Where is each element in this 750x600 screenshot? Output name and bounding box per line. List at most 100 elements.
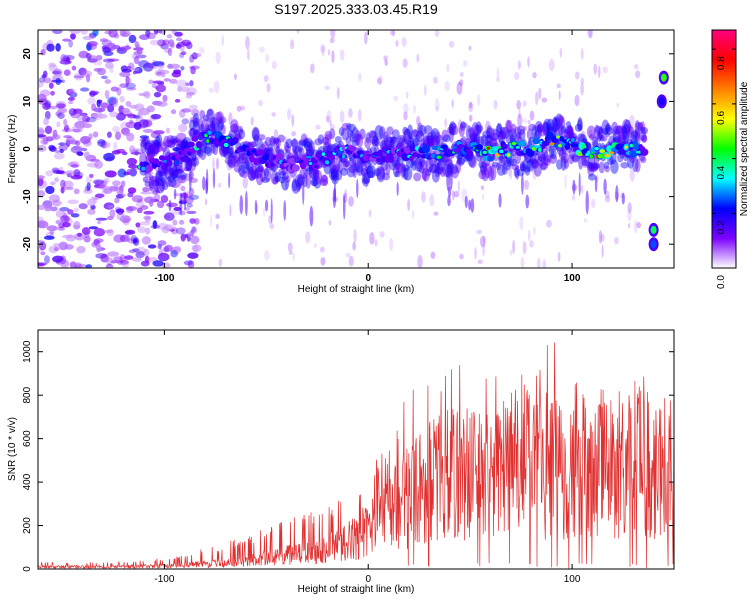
spectrogram-cell xyxy=(447,195,451,207)
spectrogram-cell xyxy=(368,130,377,139)
spectrogram-cell xyxy=(262,141,269,153)
spectrogram-cell xyxy=(431,135,440,150)
spectrogram-cell xyxy=(151,179,160,187)
spectrogram-cell xyxy=(125,206,138,211)
spectrogram-cell xyxy=(553,117,561,131)
spectrogram-cell xyxy=(143,215,152,220)
spectrogram-cell xyxy=(556,115,560,129)
snr-y-tick-label: 800 xyxy=(22,386,33,403)
spectrogram-cell xyxy=(107,204,114,209)
spectrogram-cell xyxy=(639,126,647,142)
spectrogram-cell xyxy=(57,226,66,231)
spectrogram-cell xyxy=(154,177,160,187)
spectrogram-cell xyxy=(43,204,53,212)
spectrogram-cell xyxy=(532,71,537,79)
snr-y-tick-label: 200 xyxy=(22,517,33,534)
spectrogram-cell xyxy=(187,141,195,148)
spectrogram-cell xyxy=(608,151,615,155)
spectrogram-cell xyxy=(228,146,234,162)
spectrogram-cell xyxy=(53,246,60,252)
spectrogram-cell xyxy=(319,178,328,187)
spectrogram-cell xyxy=(124,229,136,235)
spectrogram-cell xyxy=(70,213,80,218)
spectrogram-cell xyxy=(211,120,215,134)
spectrogram-cell xyxy=(468,199,472,211)
spectrogram-cell xyxy=(245,161,254,172)
spectrogram-cell xyxy=(630,131,639,139)
spectrogram-cell xyxy=(366,165,374,179)
spectrogram-cell xyxy=(157,64,164,73)
spectrogram-cell xyxy=(177,175,187,184)
spectrogram-cell xyxy=(60,179,66,189)
spectrogram-cell xyxy=(320,174,328,183)
spectrogram-cell xyxy=(581,159,589,167)
spectrogram-cell xyxy=(227,154,237,169)
spectrogram-cell xyxy=(60,215,70,223)
spectrogram-cell xyxy=(228,112,233,125)
spectrogram-cell xyxy=(414,157,422,172)
spectrogram-cell xyxy=(180,51,187,56)
spectrogram-cell xyxy=(155,84,166,93)
spectrogram-cell xyxy=(58,241,69,251)
spectrogram-cell xyxy=(233,150,241,163)
spectrogram-cell xyxy=(39,139,48,145)
spectrogram-cell xyxy=(87,208,96,215)
spectrogram-cell xyxy=(451,125,459,136)
spectrogram-cell xyxy=(144,181,152,188)
spectrogram-cell xyxy=(434,163,441,178)
spectrogram-cell xyxy=(175,37,183,42)
spectrogram-cell xyxy=(324,85,330,90)
spectrogram-cell xyxy=(329,123,336,130)
spectrogram-cell xyxy=(571,155,579,162)
spectrogram-cell xyxy=(164,212,175,221)
spectrogram-cell xyxy=(94,193,105,198)
spectrogram-cell xyxy=(371,136,379,147)
spectrogram-cell xyxy=(232,123,239,135)
spectrogram-cell xyxy=(191,135,199,142)
spectrogram-cell xyxy=(44,77,52,83)
spectrogram-cell xyxy=(263,153,270,161)
spectrogram-cell xyxy=(38,219,45,229)
snr-y-tick-label: 1000 xyxy=(22,340,33,363)
spectrogram-cell xyxy=(568,154,574,165)
spectrogram-cell xyxy=(263,168,270,178)
spectrogram-cell xyxy=(419,164,425,174)
spectrogram-cell xyxy=(479,235,486,248)
spectrogram-cell xyxy=(264,250,270,261)
spectrogram-cell xyxy=(348,196,354,207)
spectrogram-cell xyxy=(180,233,187,241)
spectrogram-cell xyxy=(636,221,642,229)
spectrogram-cell xyxy=(423,84,427,97)
spectrogram-cell xyxy=(88,226,99,230)
spectrogram-cell xyxy=(135,43,141,53)
spectrogram-cell xyxy=(476,94,481,107)
spectrogram-cell xyxy=(176,79,187,88)
spectrogram-cell xyxy=(170,144,175,149)
spectrogram-cell xyxy=(505,129,514,145)
spectrogram-cell xyxy=(468,155,477,169)
spectrogram-cell xyxy=(63,124,70,132)
spectrogram-cell xyxy=(373,146,380,154)
spectrogram-cell xyxy=(114,131,122,141)
spectrogram-cell xyxy=(467,128,473,133)
spectrogram-cell xyxy=(103,152,115,162)
spectrogram-cell xyxy=(156,134,163,147)
spectrogram-cell xyxy=(108,186,119,192)
spectrogram-cell xyxy=(232,156,241,167)
spectrogram-cell xyxy=(120,180,126,188)
spectrogram-cell xyxy=(634,120,641,135)
spectrogram-cell xyxy=(148,180,155,190)
spectrogram-cell xyxy=(459,121,466,131)
spectrogram-cell xyxy=(511,164,520,171)
spectrogram-cell xyxy=(513,167,520,178)
spectrogram-cell xyxy=(431,169,440,183)
spectrogram-cell xyxy=(522,118,527,124)
spectrogram-cell xyxy=(168,167,175,177)
spectrogram-cell xyxy=(273,129,279,138)
spectrogram-cell xyxy=(534,152,540,162)
spectrogram-cell xyxy=(64,138,77,144)
spectrogram-cell xyxy=(146,105,155,113)
spectrogram-cell xyxy=(511,158,518,167)
spectrogram-cell xyxy=(107,58,120,62)
spectrogram-cell xyxy=(336,87,340,100)
